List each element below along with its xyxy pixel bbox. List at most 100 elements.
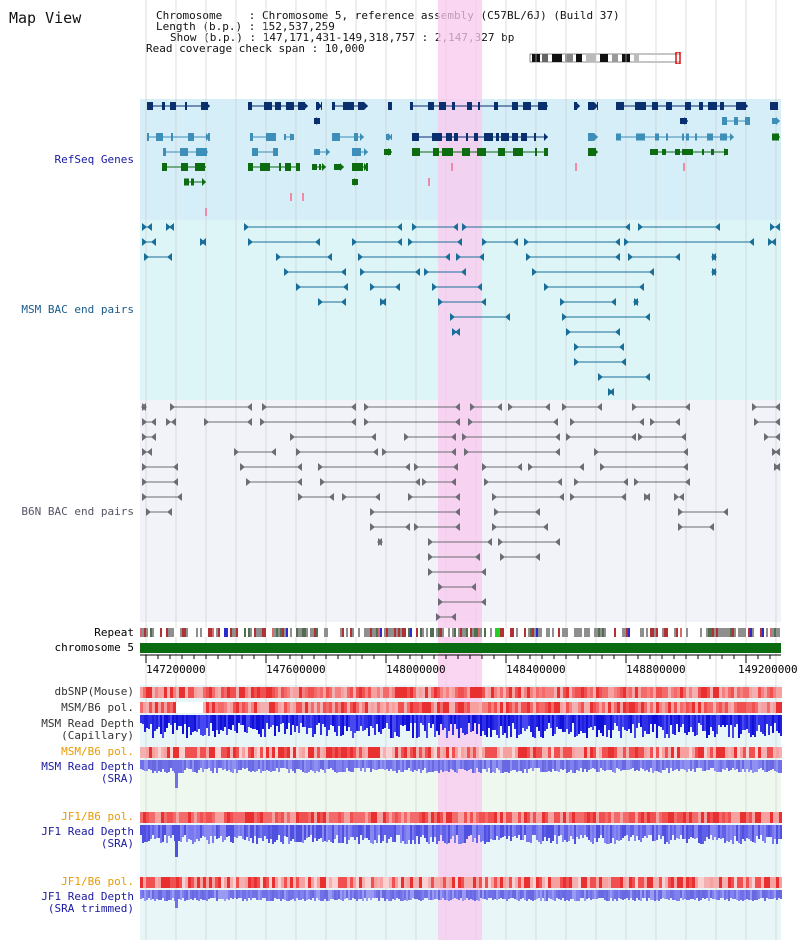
depth-bar: [592, 825, 594, 844]
depth-bar: [472, 890, 474, 900]
bac-end: [560, 298, 565, 306]
heat-cell: [311, 747, 314, 758]
depth-bar: [582, 825, 584, 838]
heat-cell: [188, 747, 191, 758]
bac-end: [343, 283, 348, 291]
depth-bar: [196, 715, 198, 732]
repeat-mark: [748, 628, 750, 637]
depth-bar: [226, 890, 228, 899]
depth-bar: [488, 890, 490, 898]
repeat-mark: [604, 628, 606, 637]
repeat-mark: [314, 628, 316, 637]
heat-cell: [521, 812, 524, 823]
depth-bar: [380, 825, 382, 843]
bac-end: [240, 463, 245, 471]
heat-cell: [482, 877, 485, 888]
repeat-mark: [650, 628, 652, 637]
depth-bar: [224, 715, 226, 727]
heat-cell: [194, 702, 197, 713]
depth-bar: [568, 890, 570, 901]
depth-bar: [636, 825, 638, 836]
heat-cell: [386, 687, 389, 698]
heat-cell: [206, 747, 209, 758]
heat-cell: [401, 747, 404, 758]
depth-bar: [412, 825, 414, 840]
repeat-mark: [758, 628, 760, 637]
depth-bar: [316, 890, 318, 898]
heat-cell: [368, 877, 371, 888]
gene-exon: [384, 149, 391, 155]
repeat-mark: [318, 628, 320, 637]
refseq-genes-label[interactable]: RefSeq Genes: [54, 153, 134, 166]
heat-cell: [248, 747, 251, 758]
bac-end: [711, 253, 716, 261]
depth-bar: [346, 715, 348, 731]
repeat-mark: [326, 628, 328, 637]
depth-bar: [262, 760, 264, 771]
msm-read-depth-capillary-label: MSM Read Depth (Capillary): [41, 718, 134, 742]
depth-bar: [224, 760, 226, 769]
depth-bar: [660, 715, 662, 727]
heat-cell: [569, 812, 572, 823]
depth-bar: [410, 715, 412, 723]
heat-cell: [419, 702, 422, 713]
repeat-mark: [486, 628, 488, 637]
depth-bar: [474, 715, 476, 723]
repeat-mark: [418, 628, 420, 637]
depth-bar: [458, 715, 460, 738]
repeat-mark: [184, 628, 186, 637]
heat-cell: [296, 747, 299, 758]
heat-cell: [470, 747, 473, 758]
heat-cell: [215, 747, 218, 758]
depth-bar: [404, 825, 406, 844]
depth-bar: [510, 760, 512, 771]
heat-cell: [584, 812, 587, 823]
depth-bar: [516, 825, 518, 838]
depth-bar: [646, 715, 648, 734]
bac-end: [234, 448, 239, 456]
heat-cell: [698, 877, 701, 888]
heat-cell: [548, 687, 551, 698]
heat-cell: [389, 747, 392, 758]
heat-cell: [191, 812, 194, 823]
depth-bar: [346, 825, 348, 844]
depth-bar: [608, 715, 610, 730]
depth-bar: [300, 825, 302, 842]
depth-bar: [238, 890, 240, 898]
gene-exon: [181, 163, 188, 171]
depth-bar: [780, 760, 782, 773]
bac-end: [342, 493, 347, 501]
depth-bar: [196, 760, 198, 773]
heat-cell: [617, 687, 620, 698]
heat-cell: [623, 687, 626, 698]
msm-bac-end-pairs-label[interactable]: MSM BAC end pairs: [21, 303, 134, 316]
heat-cell: [545, 702, 548, 713]
depth-bar: [320, 760, 322, 769]
heat-cell: [221, 702, 224, 713]
depth-bar: [164, 890, 166, 901]
heat-cell: [776, 812, 779, 823]
heat-cell: [653, 747, 656, 758]
heat-cell: [377, 747, 380, 758]
heat-cell: [170, 877, 173, 888]
depth-bar: [646, 825, 648, 838]
b6n-bac-end-pairs-label[interactable]: B6N BAC end pairs: [21, 505, 134, 518]
depth-bar: [422, 715, 424, 725]
depth-bar: [542, 760, 544, 772]
heat-cell: [362, 687, 365, 698]
heat-cell: [779, 812, 782, 823]
heat-cell: [191, 747, 194, 758]
depth-bar: [632, 715, 634, 724]
depth-bar: [458, 890, 460, 900]
repeat-mark: [274, 628, 276, 637]
heat-cell: [464, 877, 467, 888]
heat-cell: [572, 687, 575, 698]
depth-bar: [230, 890, 232, 898]
depth-bar: [698, 760, 700, 768]
depth-bar: [548, 715, 550, 723]
repeat-mark: [186, 628, 188, 637]
gene-exon: [312, 164, 317, 170]
heat-cell: [353, 812, 356, 823]
depth-bar: [476, 760, 478, 768]
